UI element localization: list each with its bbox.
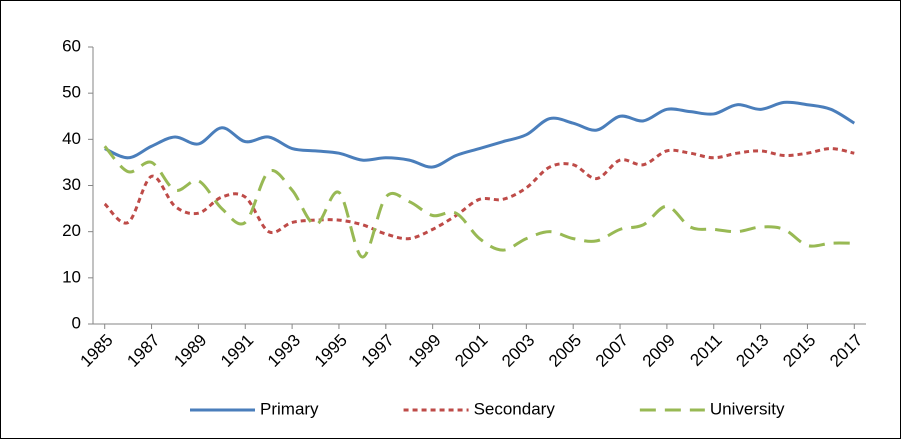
y-tick-label: 0 [72,313,81,332]
legend-label: University [710,399,785,418]
y-tick-label: 50 [62,83,81,102]
y-tick-label: 30 [62,175,81,194]
y-tick-label: 20 [62,221,81,240]
y-tick-label: 40 [62,129,81,148]
series-line [104,100,856,169]
y-tick-label: 10 [62,267,81,286]
legend-label: Secondary [474,399,556,418]
y-tick-label: 60 [62,36,81,55]
series-line [103,145,855,259]
series-line [103,147,855,241]
legend-label: Primary [260,399,319,418]
